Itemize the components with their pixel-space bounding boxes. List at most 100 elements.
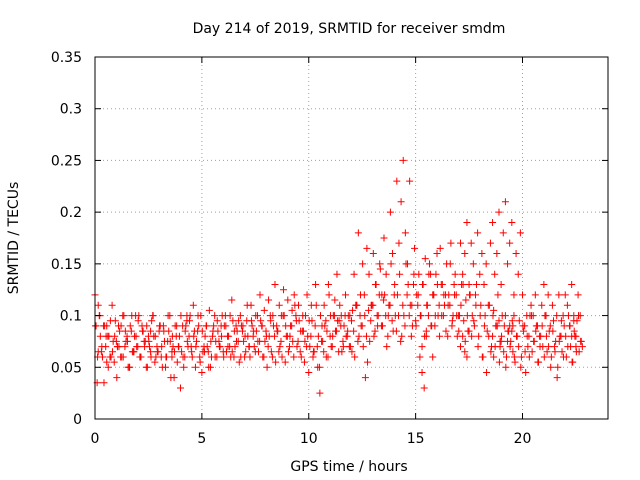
data-point	[263, 363, 271, 371]
data-point	[457, 343, 465, 351]
data-point	[459, 281, 467, 289]
data-point	[156, 322, 164, 330]
data-point	[512, 250, 520, 258]
data-point	[143, 363, 151, 371]
data-point	[538, 322, 546, 330]
data-point	[226, 312, 234, 320]
data-point	[120, 312, 128, 320]
data-point	[166, 337, 174, 345]
data-point	[364, 358, 372, 366]
y-tick-label: 0.1	[60, 309, 82, 325]
data-point	[501, 312, 509, 320]
data-point	[367, 301, 375, 309]
data-point	[516, 229, 524, 237]
data-point	[257, 317, 265, 325]
data-point	[319, 337, 327, 345]
data-point	[572, 343, 580, 351]
data-point	[323, 327, 331, 335]
data-point	[514, 270, 522, 278]
data-point	[273, 327, 281, 335]
data-point	[522, 368, 530, 376]
data-point	[386, 208, 394, 216]
data-point	[376, 260, 384, 268]
data-point	[493, 250, 501, 258]
data-point	[320, 301, 328, 309]
data-point	[557, 317, 565, 325]
data-point	[222, 322, 230, 330]
data-point	[109, 337, 117, 345]
data-point	[123, 337, 131, 345]
data-point	[411, 244, 419, 252]
data-point	[228, 296, 236, 304]
data-point	[370, 332, 378, 340]
data-point	[457, 301, 465, 309]
data-point	[267, 317, 275, 325]
data-point	[547, 363, 555, 371]
data-point	[538, 301, 546, 309]
data-point	[178, 348, 186, 356]
data-point	[100, 379, 108, 387]
data-point	[487, 348, 495, 356]
data-point	[467, 239, 475, 247]
data-point	[444, 332, 452, 340]
data-point	[177, 384, 184, 392]
data-point	[133, 343, 141, 351]
data-point	[126, 363, 134, 371]
data-point	[553, 312, 561, 320]
data-point	[510, 353, 518, 361]
data-point	[475, 332, 483, 340]
data-point	[465, 291, 473, 299]
data-point	[389, 250, 397, 258]
data-point	[504, 260, 512, 268]
data-point	[225, 332, 233, 340]
data-point	[570, 317, 578, 325]
data-point	[393, 177, 401, 185]
data-point	[313, 343, 321, 351]
data-point	[418, 368, 426, 376]
data-point	[480, 322, 488, 330]
data-point	[474, 343, 482, 351]
x-tick-label: 10	[300, 431, 318, 447]
data-point	[119, 353, 127, 361]
data-point	[504, 337, 512, 345]
data-point	[289, 337, 297, 345]
data-point	[271, 281, 279, 289]
data-point	[421, 332, 429, 340]
data-point	[431, 312, 439, 320]
data-point	[502, 363, 510, 371]
data-point	[267, 348, 275, 356]
data-point	[113, 374, 121, 382]
data-point	[376, 265, 384, 273]
data-point	[153, 348, 161, 356]
data-point	[547, 353, 555, 361]
data-point	[403, 291, 411, 299]
data-point	[361, 312, 369, 320]
data-point	[472, 301, 480, 309]
data-point	[440, 291, 448, 299]
data-point	[331, 296, 339, 304]
data-point	[307, 301, 315, 309]
data-point	[499, 229, 507, 237]
data-point	[521, 348, 529, 356]
data-point	[500, 348, 508, 356]
data-point	[305, 317, 313, 325]
data-point	[333, 270, 341, 278]
data-point	[436, 244, 444, 252]
data-point	[517, 363, 525, 371]
data-point	[420, 384, 428, 392]
data-point	[191, 363, 199, 371]
data-point	[489, 312, 497, 320]
data-point	[190, 327, 198, 335]
data-point	[134, 317, 142, 325]
data-point	[388, 317, 396, 325]
data-point	[418, 281, 426, 289]
data-point	[320, 348, 328, 356]
data-point	[237, 353, 245, 361]
data-point	[468, 332, 476, 340]
data-point	[495, 358, 503, 366]
data-point	[207, 337, 215, 345]
data-point	[433, 281, 441, 289]
data-point	[259, 353, 267, 361]
data-point	[340, 322, 348, 330]
data-point	[510, 312, 518, 320]
